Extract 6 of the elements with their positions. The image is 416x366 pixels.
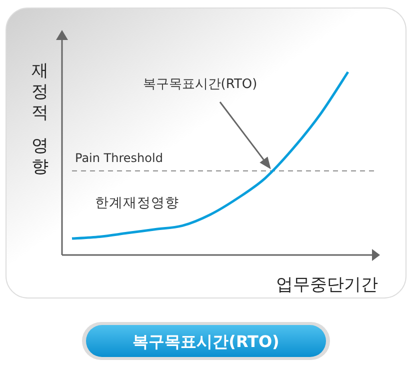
text: 복구목표시간(RTO) — [132, 332, 280, 351]
annotation: 복구목표시간(RTO) — [142, 77, 258, 92]
annotation: 한계재정영향 — [95, 195, 179, 211]
x-axis-title: 업무중단기간 — [276, 275, 378, 295]
y-axis-title: 재정적 영향 — [32, 61, 48, 177]
ref-line-label: Pain Threshold — [75, 150, 163, 165]
